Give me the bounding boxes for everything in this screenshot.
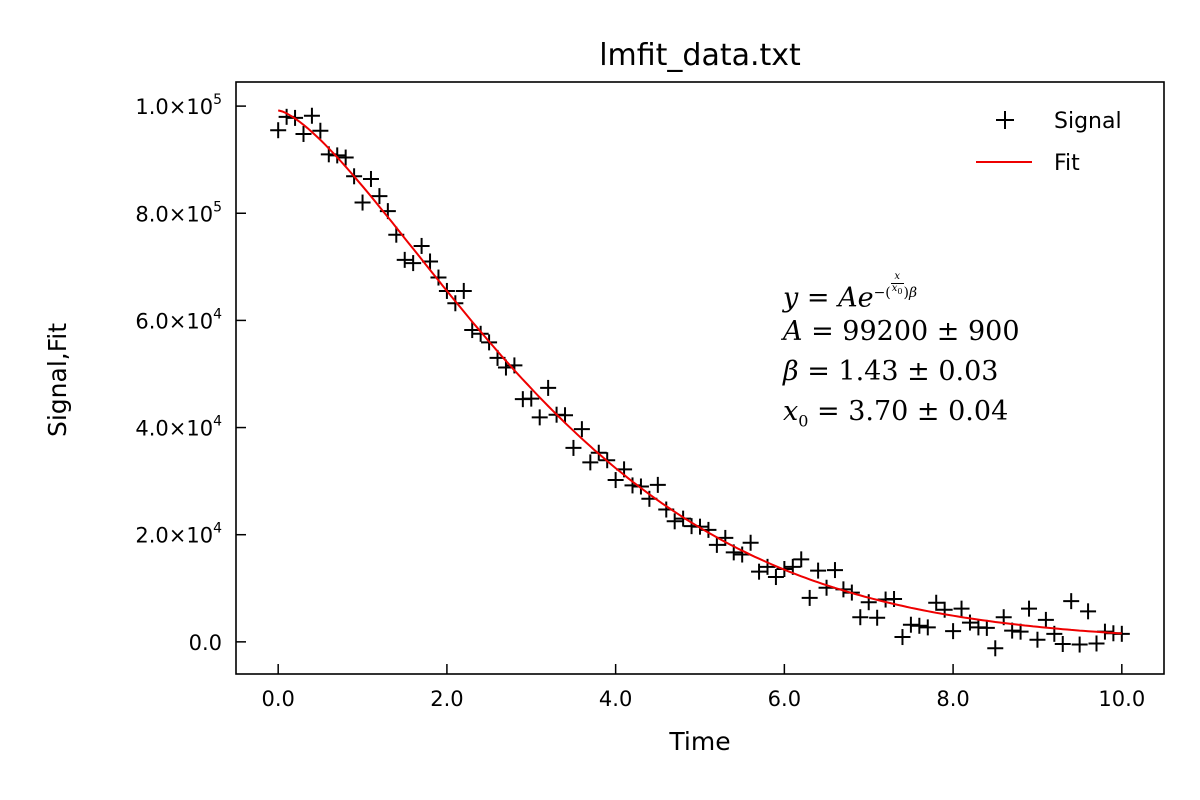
signal-point	[405, 255, 422, 272]
signal-point	[565, 439, 582, 456]
signal-point	[396, 251, 413, 268]
signal-point	[523, 390, 540, 407]
signal-point	[362, 170, 379, 187]
signal-point	[455, 282, 472, 299]
signal-point	[472, 325, 489, 342]
y-tick-label: 2.0×104	[135, 521, 222, 548]
signal-point	[422, 253, 439, 270]
signal-point	[902, 616, 919, 633]
signal-point	[708, 536, 725, 553]
signal-series	[270, 107, 1130, 657]
signal-point	[1004, 622, 1021, 639]
signal-point	[632, 478, 649, 495]
signal-point	[1012, 623, 1029, 640]
signal-point	[413, 237, 430, 254]
legend-label-signal: Signal	[1054, 109, 1122, 134]
signal-point	[1021, 600, 1038, 617]
signal-point	[928, 594, 945, 611]
signal-point	[810, 562, 827, 579]
x-tick-label: 0.0	[261, 687, 294, 711]
legend-marker-signal	[996, 111, 1014, 129]
signal-point	[919, 619, 936, 636]
signal-point	[742, 534, 759, 551]
signal-point	[894, 629, 911, 646]
signal-point	[337, 149, 354, 166]
signal-point	[430, 269, 447, 286]
y-tick-label: 6.0×104	[135, 306, 222, 333]
y-tick-label: 0.0	[189, 631, 222, 655]
signal-point	[557, 407, 574, 424]
signal-point	[1037, 611, 1054, 628]
fit-series-line	[277, 109, 1122, 635]
signal-point	[1054, 635, 1071, 652]
y-tick-label: 4.0×104	[135, 414, 222, 441]
signal-point	[953, 600, 970, 617]
signal-point	[945, 623, 962, 640]
signal-point	[303, 107, 320, 124]
y-axis-label: Signal,Fit	[43, 323, 72, 437]
signal-point	[987, 640, 1004, 657]
signal-point	[371, 188, 388, 205]
signal-point	[734, 546, 751, 563]
amplitude-line: A = 99200 ± 900	[783, 316, 1020, 347]
signal-point	[354, 194, 371, 211]
signal-point	[961, 614, 978, 631]
signal-point	[751, 563, 768, 580]
beta-line: β = 1.43 ± 0.03	[783, 356, 999, 387]
legend-label-fit: Fit	[1054, 151, 1080, 176]
x-tick-label: 6.0	[768, 687, 801, 711]
equation-line: y = Ae−(x x0)β	[783, 271, 918, 314]
x-axis-ticks: 0.0 2.0 4.0 6.0 8.0 10.0	[261, 664, 1145, 711]
signal-point	[607, 472, 624, 489]
signal-point	[531, 409, 548, 426]
signal-point	[1063, 593, 1080, 610]
signal-point	[869, 609, 886, 626]
signal-point	[911, 617, 928, 634]
signal-point	[852, 609, 869, 626]
signal-point	[540, 379, 557, 396]
x-tick-label: 2.0	[430, 687, 463, 711]
signal-point	[447, 295, 464, 312]
x-axis-label: Time	[668, 727, 730, 756]
signal-point	[1029, 631, 1046, 648]
y-tick-label: 1.0×105	[135, 92, 222, 119]
signal-point	[978, 619, 995, 636]
y-axis-ticks: 0.0 2.0×104 4.0×104 6.0×104 8.0×105 1.0×105	[135, 92, 246, 655]
signal-point	[666, 513, 683, 530]
signal-point	[826, 562, 843, 579]
signal-point	[793, 551, 810, 568]
y-tick-label: 8.0×105	[135, 199, 222, 226]
signal-point	[649, 476, 666, 493]
x-tick-label: 4.0	[599, 687, 632, 711]
legend: Signal Fit	[976, 109, 1122, 176]
signal-point	[1088, 635, 1105, 652]
chart-title: lmfit_data.txt	[599, 38, 801, 73]
signal-point	[270, 122, 287, 139]
signal-point	[1080, 603, 1097, 620]
signal-point	[312, 122, 329, 139]
x-tick-label: 10.0	[1098, 687, 1145, 711]
signal-point	[573, 421, 590, 438]
signal-point	[717, 529, 734, 546]
signal-point	[767, 569, 784, 586]
signal-point	[295, 125, 312, 142]
signal-point	[1071, 636, 1088, 653]
signal-point	[329, 147, 346, 164]
x0-line: x0 = 3.70 ± 0.04	[783, 396, 1009, 431]
signal-point	[675, 510, 692, 527]
signal-point	[582, 454, 599, 471]
x-tick-label: 8.0	[936, 687, 969, 711]
plot-area-frame	[235, 81, 1165, 675]
signal-point	[801, 589, 818, 606]
signal-point	[464, 322, 481, 339]
